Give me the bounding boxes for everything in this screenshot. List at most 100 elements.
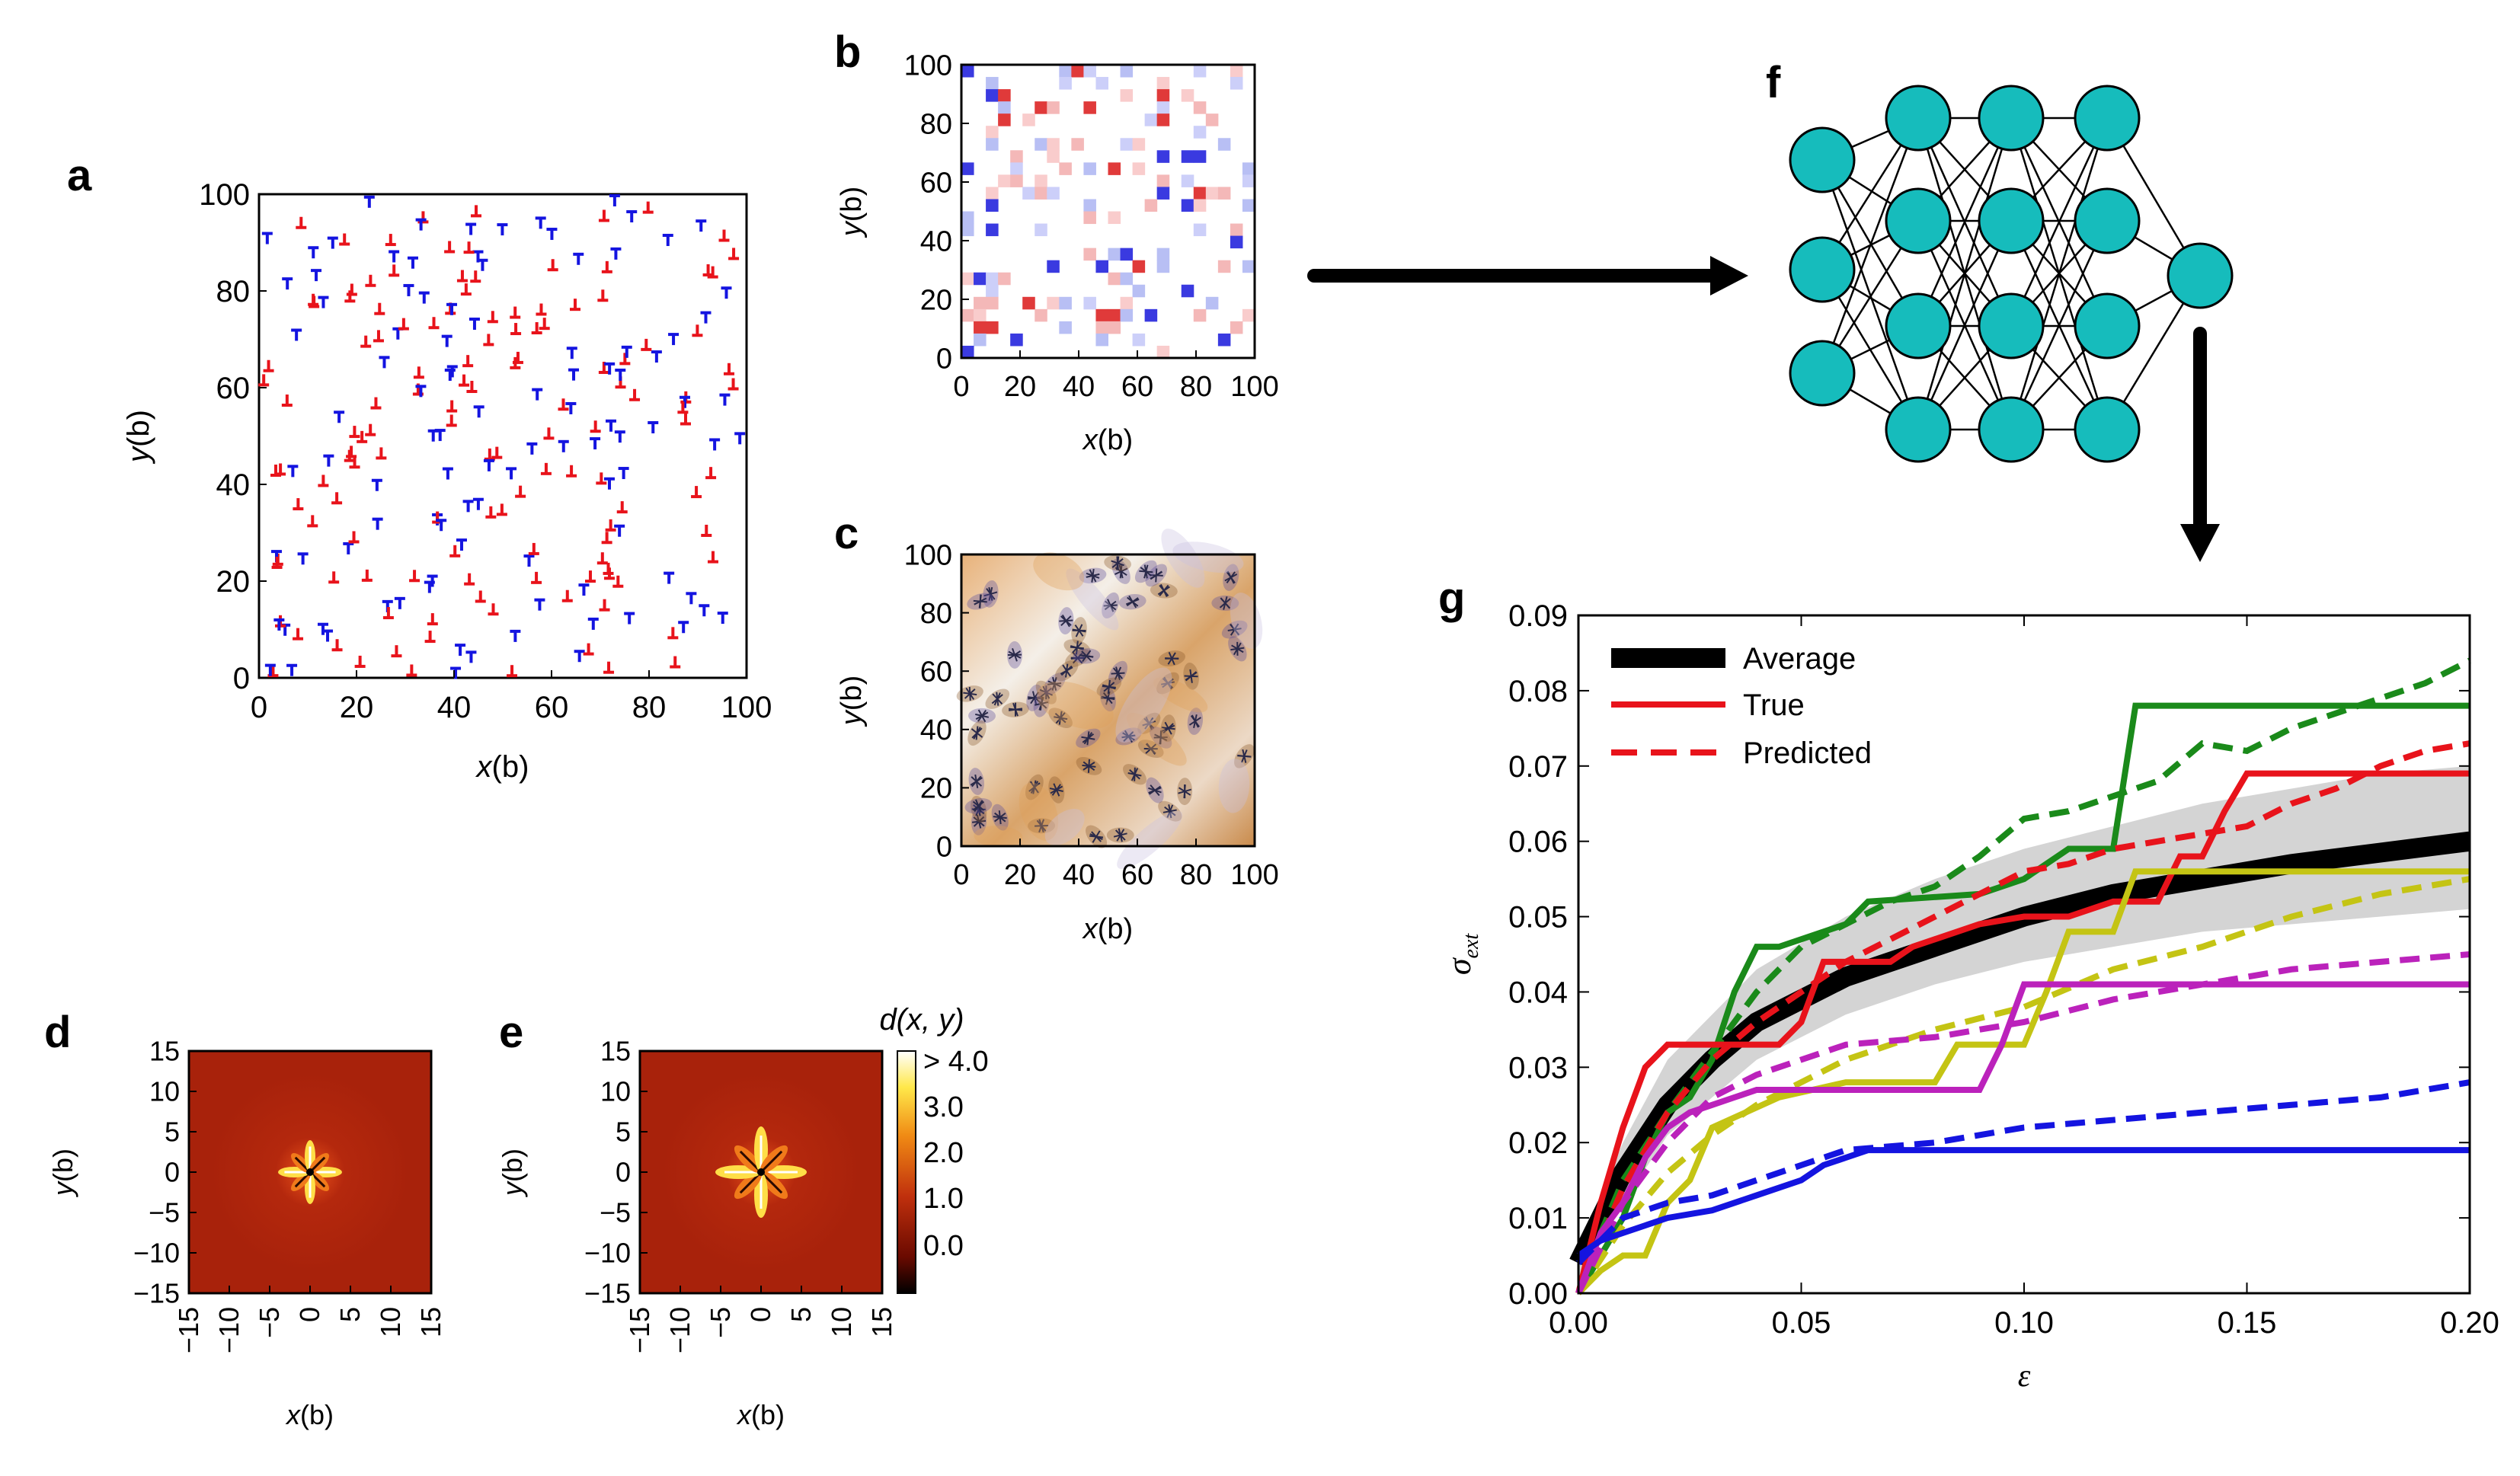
heatmap-cell: [986, 223, 999, 237]
dislocation-positive: [531, 321, 542, 334]
dislocation-positive: [373, 330, 384, 343]
g-y-tick-label: 0.09: [1508, 599, 1568, 633]
network-edge: [1821, 159, 1920, 430]
heatmap-cell: [1242, 162, 1255, 175]
dislocation-positive: [566, 465, 577, 478]
dislocation-negative: [734, 432, 746, 445]
dislocation-core: [1118, 594, 1146, 610]
dislocation-positive: [365, 423, 376, 436]
y-tick-label: 40: [920, 714, 952, 746]
x-tick-label: 100: [1230, 371, 1278, 403]
network-node: [2074, 85, 2141, 152]
dislocation-negative: [621, 345, 632, 358]
dislocation-negative: [546, 228, 558, 241]
dislocation-negative: [434, 429, 446, 442]
dislocation-positive: [692, 324, 703, 337]
colorbar-tick-label: 3.0: [923, 1091, 964, 1123]
heatmap-cell: [1083, 162, 1096, 175]
heatmap-cell: [1035, 138, 1047, 151]
heatmap-cell: [1120, 296, 1134, 310]
dislocation-positive: [547, 259, 558, 272]
dislocation-negative: [558, 439, 569, 452]
panel-a-frame: [257, 193, 748, 679]
heatmap-cell: [1035, 187, 1047, 200]
x-tick-label: −10: [664, 1307, 696, 1353]
heatmap-cell: [1181, 89, 1194, 102]
dislocation-positive: [307, 515, 318, 528]
heatmap-cell: [1120, 272, 1134, 286]
dislocation-core: [1025, 774, 1044, 800]
heatmap-cell: [1120, 248, 1134, 261]
predicted-line-blue: [1576, 1079, 2470, 1266]
heatmap-cell: [974, 272, 987, 286]
dislocation-positive: [349, 426, 360, 439]
x-axis-label: x(b): [475, 750, 529, 784]
dislocation-positive: [318, 474, 329, 487]
dislocation-positive: [360, 335, 372, 348]
heatmap-cell: [1205, 296, 1219, 310]
g-y-tick-label: 0.01: [1508, 1202, 1568, 1235]
field-patch: [1172, 542, 1244, 573]
network-node: [1978, 187, 2045, 254]
dislocation-positive: [464, 573, 475, 586]
heatmap-cell: [1156, 187, 1170, 200]
heatmap-cell: [1083, 199, 1096, 212]
dislocation-positive: [583, 643, 594, 656]
g-y-tick-label: 0.06: [1508, 826, 1568, 859]
dislocation-positive: [339, 233, 350, 246]
g-y-tick-label: 0.04: [1508, 976, 1568, 1009]
heatmap-cell: [986, 89, 999, 102]
heatmap-cell: [1083, 101, 1096, 114]
dislocation-positive: [483, 334, 494, 347]
dislocation-negative: [610, 247, 622, 260]
heatmap-cell: [1035, 101, 1047, 114]
heatmap-cell: [998, 101, 1011, 114]
dislocation-positive: [528, 542, 539, 555]
dislocation-core: [967, 720, 987, 746]
dislocation-positive: [484, 448, 495, 461]
y-tick-label: 40: [216, 468, 251, 502]
heatmap-cell: [1242, 199, 1255, 212]
dislocation-core: [1035, 680, 1057, 704]
field-patch: [1036, 681, 1114, 730]
colorbar: [897, 1050, 916, 1294]
dislocation-negative: [709, 438, 721, 451]
heatmap-cell: [1132, 333, 1146, 347]
dislocation-positive: [723, 363, 734, 375]
y-tick-label: 60: [216, 372, 251, 405]
dislocation-negative: [578, 583, 590, 596]
heatmap-cell: [961, 308, 974, 322]
dislocation-positive: [424, 631, 436, 644]
dislocation-positive: [570, 299, 581, 311]
dislocation-negative: [318, 622, 329, 635]
dislocation-core: [1028, 818, 1056, 834]
heatmap-cell: [998, 89, 1011, 102]
dislocation-negative: [389, 250, 400, 263]
dislocation-negative: [606, 419, 617, 432]
x-tick-label: 40: [1063, 371, 1095, 403]
dislocation-negative: [534, 598, 545, 611]
core-center: [757, 1168, 765, 1176]
heatmap-cell: [1047, 101, 1060, 114]
x-tick-label: 5: [334, 1307, 366, 1322]
dislocation-positive: [446, 400, 458, 413]
dislocation-negative: [526, 442, 538, 455]
dislocation-positive: [670, 656, 681, 669]
field-patch: [974, 826, 1023, 848]
dislocation-negative: [603, 477, 615, 490]
heatmap-cell: [1156, 101, 1170, 114]
dislocation-core: [1223, 564, 1239, 591]
heatmap-cell: [986, 77, 999, 90]
heatmap-cell: [1205, 187, 1219, 200]
dislocation-positive: [385, 234, 396, 247]
dislocation-negative: [436, 519, 447, 532]
heatmap-cell: [1193, 101, 1207, 114]
dislocation-negative: [721, 286, 732, 299]
dislocation-core: [1137, 740, 1164, 759]
dislocation-positive: [398, 318, 409, 331]
heatmap-cell: [1230, 65, 1243, 78]
x-axis-label: x(b): [1082, 913, 1133, 945]
legend-predicted-label: Predicted: [1743, 736, 1872, 770]
dislocation-negative: [523, 554, 535, 567]
colorbar-tick-label: 2.0: [923, 1137, 964, 1169]
